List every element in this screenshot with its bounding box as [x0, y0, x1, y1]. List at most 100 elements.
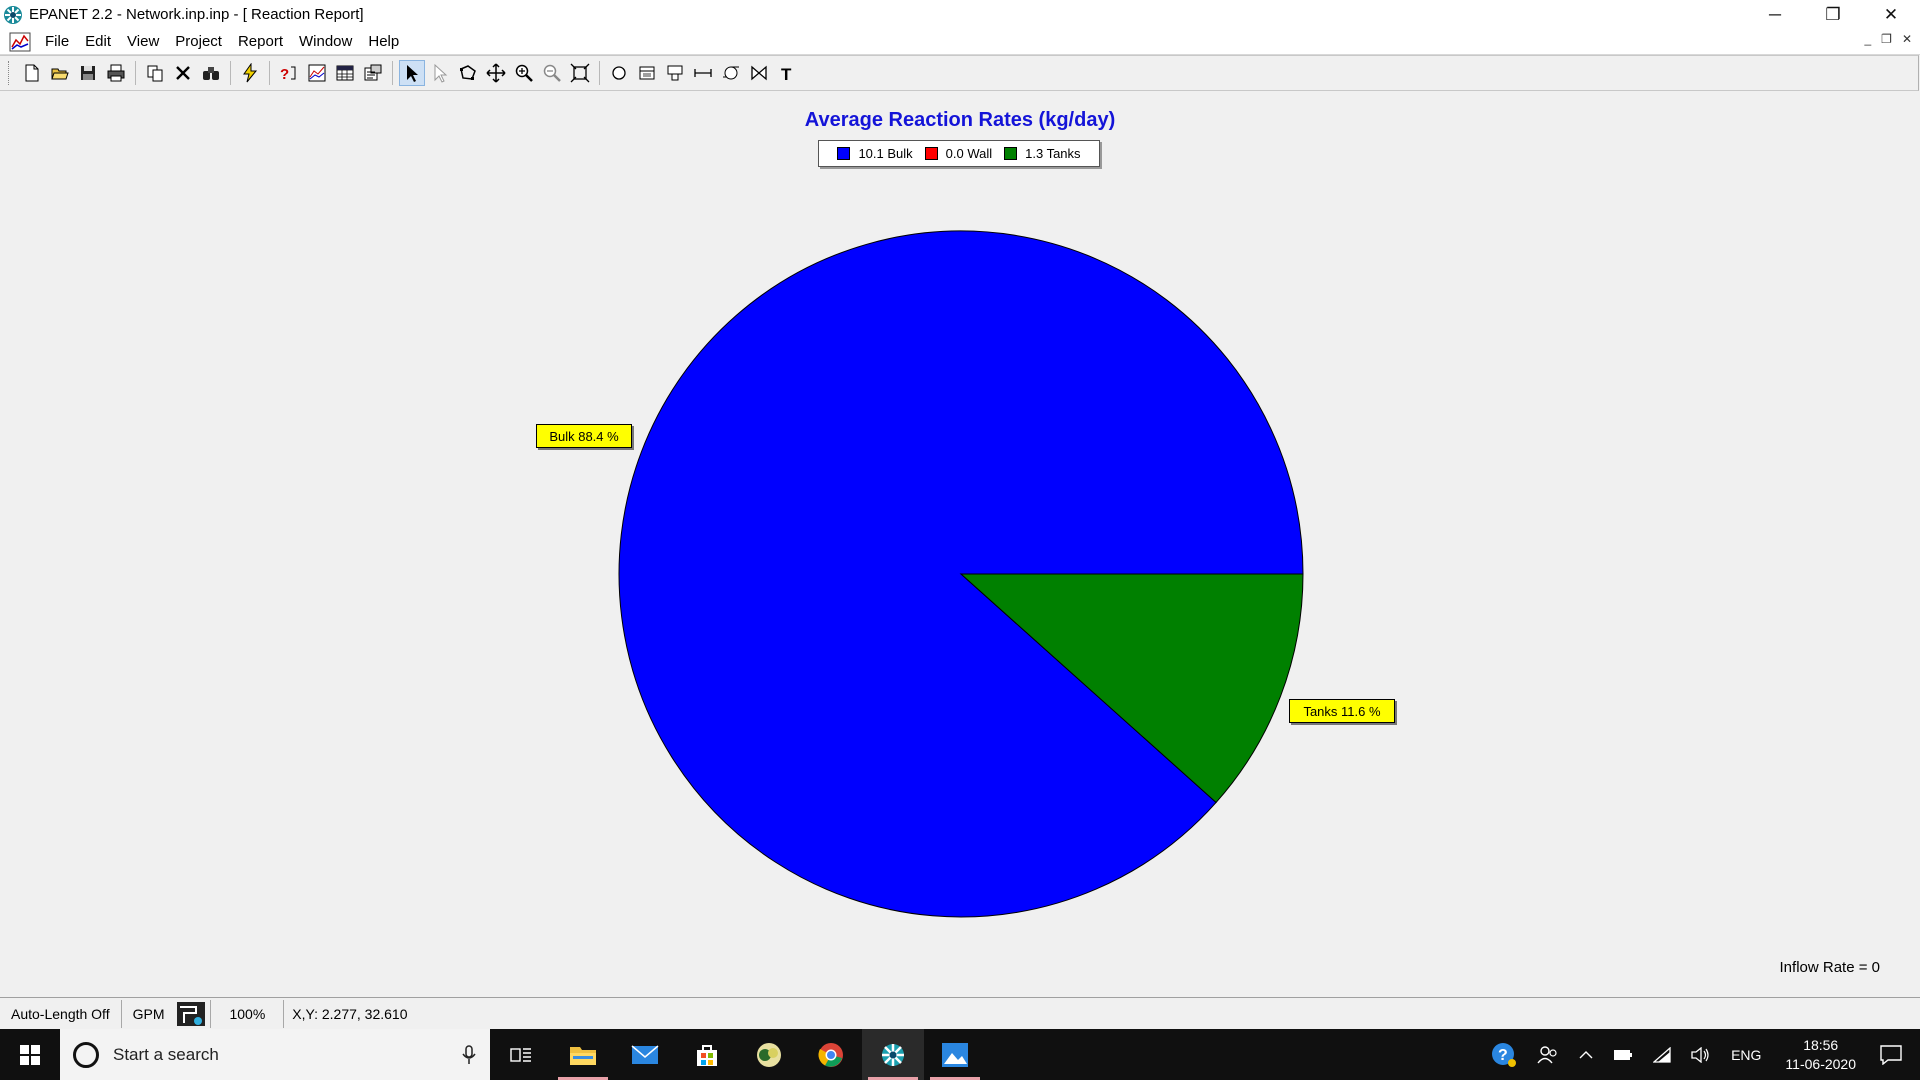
select-vertex-button[interactable]: [427, 60, 453, 86]
find-button[interactable]: [198, 60, 224, 86]
copy-button[interactable]: [142, 60, 168, 86]
legend-item-tanks: 1.3 Tanks: [1004, 146, 1081, 161]
task-view-icon: [510, 1047, 531, 1062]
print-icon: [107, 64, 125, 82]
add-pipe-icon: [694, 69, 712, 77]
title-bar: EPANET 2.2 - Network.inp.inp - [ Reactio…: [0, 0, 1920, 29]
new-file-icon: [25, 64, 39, 82]
mail-button[interactable]: [614, 1029, 676, 1080]
menu-edit[interactable]: Edit: [85, 33, 112, 50]
add-pump-button[interactable]: [718, 60, 744, 86]
taskbar-clock[interactable]: 18:56 11-06-2020: [1785, 1036, 1856, 1074]
file-explorer-button[interactable]: [552, 1029, 614, 1080]
delete-button[interactable]: [170, 60, 196, 86]
add-label-icon: T: [781, 65, 792, 83]
language-indicator[interactable]: ENG: [1731, 1046, 1762, 1063]
photos-icon: [942, 1042, 968, 1067]
pie-label-bulk: Bulk 88.4 %: [536, 424, 632, 448]
close-button[interactable]: ✕: [1883, 4, 1899, 24]
add-label-button[interactable]: T: [774, 60, 800, 86]
options-icon: [364, 64, 382, 81]
file-explorer-icon: [570, 1046, 596, 1065]
system-tray: ? ENG 18:56 11-06-2020: [1481, 1029, 1920, 1080]
new-file-button[interactable]: [19, 60, 45, 86]
mdi-child-chart-icon[interactable]: [9, 32, 31, 52]
menu-view[interactable]: View: [127, 33, 160, 50]
add-reservoir-button[interactable]: [634, 60, 660, 86]
chrome-icon: [818, 1042, 843, 1067]
select-object-button[interactable]: [399, 60, 425, 86]
photos-button[interactable]: [924, 1029, 986, 1080]
toolbar-separator: [135, 61, 136, 85]
zoom-in-button[interactable]: [511, 60, 537, 86]
query-button[interactable]: ?: [276, 60, 302, 86]
print-button[interactable]: [103, 60, 129, 86]
run-analysis-icon: [243, 63, 258, 83]
legend-swatch-tanks: [1004, 147, 1018, 160]
query-icon: ?: [280, 66, 296, 83]
legend-label-tanks: 1.3 Tanks: [1025, 146, 1081, 161]
start-button[interactable]: [0, 1029, 60, 1080]
battery-tray-button[interactable]: [1613, 1049, 1633, 1061]
menu-file[interactable]: File: [45, 33, 70, 50]
microphone-icon[interactable]: [462, 1045, 476, 1065]
volume-tray-button[interactable]: [1691, 1046, 1711, 1063]
epanet-taskbar-button[interactable]: [862, 1029, 924, 1080]
zoom-out-button[interactable]: [539, 60, 565, 86]
menu-project[interactable]: Project: [175, 33, 222, 50]
mdi-minimize-button[interactable]: _: [1864, 32, 1872, 46]
chrome-button[interactable]: [800, 1029, 862, 1080]
menu-report[interactable]: Report: [237, 33, 283, 50]
auto-length-status[interactable]: Auto-Length Off: [0, 1000, 122, 1028]
graph-button[interactable]: [304, 60, 330, 86]
run-status-icon: [177, 1002, 206, 1026]
minimize-button[interactable]: ─: [1768, 4, 1782, 24]
chart-title: Average Reaction Rates (kg/day): [804, 109, 1116, 131]
add-junction-button[interactable]: [606, 60, 632, 86]
menu-help[interactable]: Help: [368, 33, 400, 50]
pie-label-tanks: Tanks 11.6 %: [1289, 699, 1395, 723]
mdi-close-button[interactable]: ✕: [1901, 32, 1912, 46]
run-analysis-button[interactable]: [237, 60, 263, 86]
add-valve-button[interactable]: [746, 60, 772, 86]
coordinates-status: X,Y: 2.277, 32.610: [292, 1006, 408, 1022]
flow-units-status: GPM: [122, 1000, 212, 1028]
wifi-tray-button[interactable]: [1653, 1046, 1671, 1063]
table-button[interactable]: [332, 60, 358, 86]
task-view-button[interactable]: [490, 1029, 552, 1080]
open-button[interactable]: [47, 60, 73, 86]
menu-window[interactable]: Window: [299, 33, 353, 50]
toolbar-grip[interactable]: [8, 61, 12, 85]
show-hidden-icons-button[interactable]: [1579, 1050, 1593, 1060]
notifications-button[interactable]: [1880, 1044, 1902, 1065]
save-button[interactable]: [75, 60, 101, 86]
zoom-in-icon: [515, 64, 533, 82]
add-pipe-button[interactable]: [690, 60, 716, 86]
window-title: EPANET 2.2 - Network.inp.inp - [ Reactio…: [29, 6, 364, 23]
store-button[interactable]: [676, 1029, 738, 1080]
svg-text:?: ?: [280, 66, 289, 83]
add-tank-button[interactable]: [662, 60, 688, 86]
mdi-restore-button[interactable]: ❐: [1881, 32, 1892, 46]
legend-swatch-wall: [924, 147, 938, 160]
options-button[interactable]: [360, 60, 386, 86]
chart-legend: 10.1 Bulk 0.0 Wall 1.3 Tanks: [818, 140, 1100, 167]
select-region-button[interactable]: [455, 60, 481, 86]
windows-logo-icon: [20, 1044, 40, 1065]
toolbar: ? T: [0, 55, 1919, 91]
notification-icon: [1880, 1044, 1902, 1065]
battery-icon: [1614, 1049, 1633, 1060]
legend-swatch-bulk: [837, 147, 851, 160]
pan-button[interactable]: [483, 60, 509, 86]
epanet-logo-icon: [4, 5, 22, 24]
full-extent-button[interactable]: [567, 60, 593, 86]
taskbar-search-box[interactable]: Start a search: [60, 1029, 490, 1080]
help-tray-button[interactable]: ?: [1491, 1042, 1517, 1068]
toolbar-separator: [230, 61, 231, 85]
people-tray-button[interactable]: [1537, 1044, 1559, 1066]
menu-bar: File Edit View Project Report Window Hel…: [0, 29, 1920, 55]
svg-text:T: T: [781, 65, 792, 83]
restore-button[interactable]: ❐: [1825, 4, 1841, 24]
zoom-level-status: 100%: [211, 1000, 285, 1028]
app-button[interactable]: [738, 1029, 800, 1080]
